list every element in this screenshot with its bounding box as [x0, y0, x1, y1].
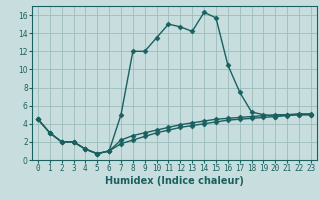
- X-axis label: Humidex (Indice chaleur): Humidex (Indice chaleur): [105, 176, 244, 186]
